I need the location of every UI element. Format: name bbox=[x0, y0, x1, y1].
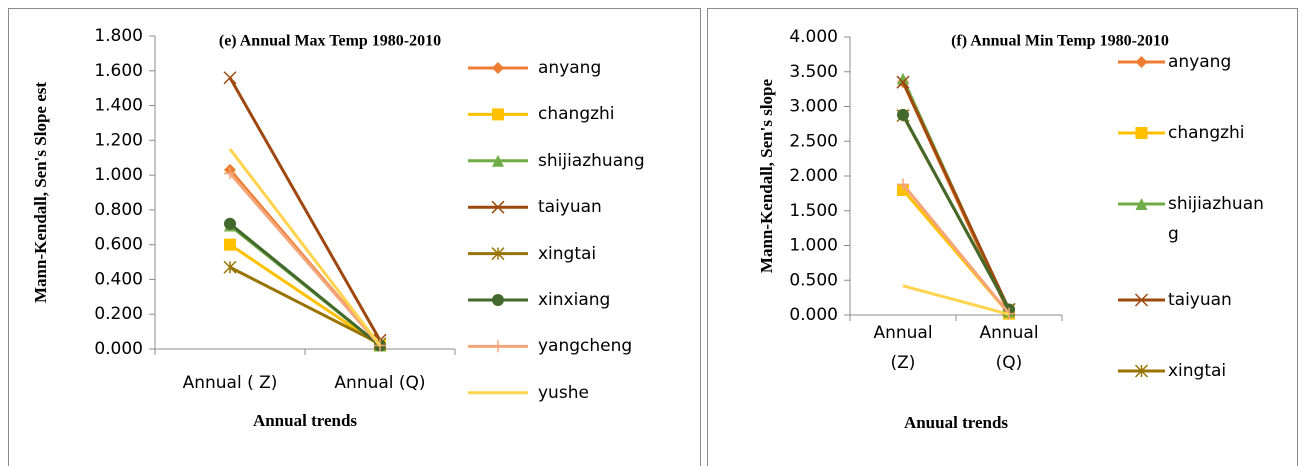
series-line bbox=[228, 76, 382, 342]
y-tick-label: 1.800 bbox=[94, 26, 143, 46]
legend-label-box: anyang bbox=[1168, 52, 1232, 72]
marker bbox=[896, 75, 910, 89]
legend-label: xingtai bbox=[538, 243, 597, 264]
series-line bbox=[901, 183, 1011, 315]
legend-marker bbox=[492, 154, 504, 167]
legend-label: changzhi bbox=[1168, 123, 1245, 143]
x-tick-label: Annual (Q) bbox=[334, 373, 425, 393]
x-axis-label: Annual trends bbox=[253, 411, 357, 430]
legend-label-box: xinxiang bbox=[538, 290, 611, 310]
y-tick-label: 1.000 bbox=[94, 165, 143, 185]
legend-label-box: changzhi bbox=[1168, 123, 1245, 143]
legend-marker bbox=[492, 62, 504, 74]
legend-label: xinxiang bbox=[538, 290, 611, 310]
y-tick-label: 4.000 bbox=[789, 27, 838, 47]
x-tick-label: Annual (Z) bbox=[873, 323, 933, 373]
y-tick-label: 1.600 bbox=[94, 61, 143, 81]
series-line bbox=[901, 114, 1011, 311]
chart-title: (f) Annual Min Temp 1980-2010 bbox=[951, 33, 1169, 50]
legend-marker bbox=[491, 200, 505, 214]
legend-label: taiyuan bbox=[538, 197, 602, 218]
y-tick-label: 2.000 bbox=[789, 166, 838, 186]
marker bbox=[897, 72, 909, 85]
legend-marker bbox=[1135, 56, 1148, 68]
marker bbox=[897, 178, 909, 191]
legend-label-box: xingtai bbox=[538, 243, 597, 264]
legend-label: yushe bbox=[538, 382, 589, 403]
y-tick-label: 0.800 bbox=[94, 200, 143, 220]
legend-label-box: shijiazhuang bbox=[1168, 194, 1264, 244]
legend-marker bbox=[492, 340, 504, 353]
x-tick-label-box: Annual (Z) bbox=[873, 323, 933, 373]
marker bbox=[223, 260, 237, 274]
series-line bbox=[228, 172, 382, 347]
y-axis-label: Mann-Kendall, Sen's Slope est bbox=[31, 82, 50, 303]
y-tick-label: 0.200 bbox=[94, 304, 143, 324]
legend-label-box: changzhi bbox=[538, 104, 615, 125]
y-tick-label: 1.200 bbox=[94, 130, 143, 150]
series-line bbox=[229, 265, 381, 346]
marker bbox=[224, 217, 236, 230]
legend-label-box: xingtai bbox=[1168, 361, 1227, 381]
x-tick-label: Annual (Q) bbox=[979, 323, 1039, 373]
legend-marker bbox=[1135, 198, 1148, 210]
marker bbox=[224, 167, 236, 180]
y-tick-label: 3.000 bbox=[789, 97, 838, 117]
legend-marker bbox=[492, 108, 504, 121]
legend-marker bbox=[1134, 364, 1149, 378]
marker bbox=[224, 238, 236, 251]
y-axis-label: Mann-Kendall, Sen's slope bbox=[757, 78, 776, 273]
y-tick-label: 3.500 bbox=[789, 62, 838, 82]
y-tick-label: 0.500 bbox=[789, 270, 838, 290]
marker bbox=[223, 71, 237, 85]
legend-label-box: taiyuan bbox=[1168, 290, 1232, 310]
y-tick-label: 2.500 bbox=[789, 131, 838, 151]
legend-marker bbox=[491, 247, 505, 261]
legend-label-box: yangcheng bbox=[538, 336, 633, 357]
y-tick-label: 1.000 bbox=[789, 236, 838, 256]
y-tick-label: 0.000 bbox=[94, 339, 143, 359]
y-tick-label: 0.400 bbox=[94, 269, 143, 289]
legend-marker bbox=[1135, 127, 1148, 139]
legend-label-box: shijiazhuang bbox=[538, 150, 645, 171]
panel-border bbox=[8, 8, 701, 466]
legend-marker bbox=[492, 294, 504, 306]
legend-label-box: anyang bbox=[538, 58, 602, 78]
panel-border bbox=[707, 8, 1298, 466]
series-line bbox=[229, 222, 381, 347]
legend-marker bbox=[1134, 293, 1149, 307]
x-tick-label: Annual ( Z) bbox=[183, 373, 278, 393]
legend-label: anyang bbox=[538, 58, 602, 78]
x-axis-label: Anuual trends bbox=[904, 413, 1008, 432]
legend-label: shijiazhuang bbox=[1168, 194, 1264, 244]
chart-title: (e) Annual Max Temp 1980-2010 bbox=[219, 33, 441, 50]
legend-label: shijiazhuang bbox=[538, 150, 645, 171]
legend-label-box: yushe bbox=[538, 382, 589, 403]
y-tick-label: 0.600 bbox=[94, 235, 143, 255]
legend-label: taiyuan bbox=[1168, 290, 1232, 310]
y-tick-label: 1.400 bbox=[94, 96, 143, 116]
legend-label: yangcheng bbox=[538, 336, 633, 357]
legend-label-box: taiyuan bbox=[538, 197, 602, 218]
marker bbox=[897, 108, 909, 121]
series-line bbox=[229, 243, 381, 347]
y-tick-label: 1.500 bbox=[789, 201, 838, 221]
x-tick-label-box: Annual (Q) bbox=[979, 323, 1039, 373]
legend-label: changzhi bbox=[538, 104, 615, 125]
y-tick-label: 0.000 bbox=[789, 305, 838, 325]
legend-label: xingtai bbox=[1168, 361, 1227, 381]
legend-label: anyang bbox=[1168, 52, 1232, 72]
series-line bbox=[228, 148, 382, 347]
series-line bbox=[902, 284, 1010, 316]
series-line bbox=[901, 81, 1011, 311]
